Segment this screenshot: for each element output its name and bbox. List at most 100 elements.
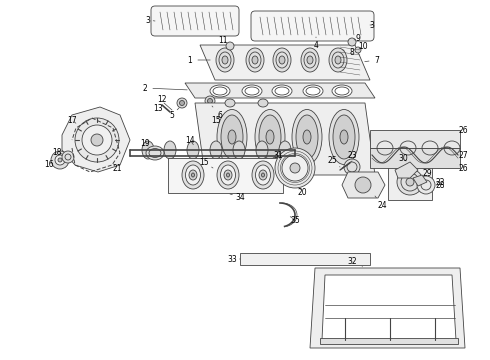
Ellipse shape — [397, 169, 423, 195]
Circle shape — [348, 38, 356, 46]
Text: 5: 5 — [170, 108, 179, 120]
FancyBboxPatch shape — [168, 158, 283, 193]
Ellipse shape — [246, 48, 264, 72]
Text: 13: 13 — [153, 104, 163, 113]
Ellipse shape — [224, 170, 232, 180]
Ellipse shape — [255, 109, 285, 165]
Text: 34: 34 — [230, 193, 245, 202]
Ellipse shape — [329, 48, 347, 72]
Circle shape — [205, 96, 215, 106]
Polygon shape — [395, 162, 418, 178]
Circle shape — [82, 125, 112, 155]
Ellipse shape — [303, 130, 311, 144]
Ellipse shape — [182, 161, 204, 189]
Ellipse shape — [292, 109, 322, 165]
Text: 23: 23 — [347, 150, 357, 159]
Polygon shape — [310, 268, 465, 348]
Ellipse shape — [335, 56, 341, 64]
Text: 15: 15 — [199, 158, 213, 168]
Circle shape — [62, 151, 74, 163]
Ellipse shape — [210, 85, 230, 97]
Circle shape — [75, 118, 119, 162]
Text: 26: 26 — [458, 163, 468, 172]
Text: 18: 18 — [52, 148, 62, 157]
Ellipse shape — [164, 141, 176, 159]
Text: 14: 14 — [185, 135, 195, 145]
Polygon shape — [413, 175, 427, 186]
Polygon shape — [62, 107, 130, 172]
Text: 21: 21 — [112, 163, 122, 172]
Text: 1: 1 — [188, 55, 210, 64]
Ellipse shape — [186, 165, 200, 185]
Text: 33: 33 — [227, 255, 240, 264]
Text: 32: 32 — [347, 257, 363, 267]
Text: 16: 16 — [44, 159, 54, 168]
Ellipse shape — [222, 56, 228, 64]
Polygon shape — [342, 172, 385, 198]
Text: 4: 4 — [314, 37, 318, 50]
Circle shape — [275, 148, 315, 188]
FancyBboxPatch shape — [151, 6, 239, 36]
Ellipse shape — [333, 115, 355, 159]
Text: 22: 22 — [435, 177, 445, 186]
Ellipse shape — [303, 85, 323, 97]
Text: 17: 17 — [67, 116, 77, 125]
Ellipse shape — [210, 141, 222, 159]
Ellipse shape — [189, 170, 197, 180]
Ellipse shape — [296, 115, 318, 159]
Text: 29: 29 — [422, 168, 432, 177]
Circle shape — [282, 155, 308, 181]
Bar — [320, 338, 458, 344]
Ellipse shape — [307, 56, 313, 64]
Polygon shape — [200, 45, 370, 80]
Circle shape — [51, 151, 69, 169]
Circle shape — [91, 134, 103, 146]
Ellipse shape — [142, 141, 154, 159]
Ellipse shape — [301, 48, 319, 72]
Text: 19: 19 — [140, 139, 150, 148]
Ellipse shape — [217, 161, 239, 189]
Ellipse shape — [221, 115, 243, 159]
Ellipse shape — [220, 165, 236, 185]
Ellipse shape — [259, 170, 267, 180]
Text: 24: 24 — [375, 196, 387, 210]
Ellipse shape — [225, 99, 235, 107]
Polygon shape — [370, 130, 460, 148]
Ellipse shape — [259, 115, 281, 159]
Text: 10: 10 — [358, 41, 368, 50]
Ellipse shape — [233, 141, 245, 159]
Circle shape — [226, 42, 234, 50]
Ellipse shape — [216, 48, 234, 72]
Ellipse shape — [406, 178, 414, 186]
Text: 8: 8 — [343, 48, 354, 57]
FancyBboxPatch shape — [251, 11, 374, 41]
Ellipse shape — [279, 56, 285, 64]
Circle shape — [179, 100, 185, 105]
Ellipse shape — [255, 165, 270, 185]
Text: 6: 6 — [212, 106, 222, 120]
Ellipse shape — [242, 85, 262, 97]
Circle shape — [290, 163, 300, 173]
Ellipse shape — [262, 173, 265, 177]
Ellipse shape — [279, 141, 291, 159]
Circle shape — [207, 99, 213, 104]
Text: 26: 26 — [458, 126, 468, 135]
Ellipse shape — [226, 173, 229, 177]
Text: 15: 15 — [211, 116, 221, 125]
Polygon shape — [322, 275, 456, 340]
Circle shape — [344, 159, 360, 175]
Ellipse shape — [217, 109, 247, 165]
Bar — [240, 253, 370, 265]
Ellipse shape — [192, 173, 195, 177]
Text: 2: 2 — [143, 84, 187, 93]
Ellipse shape — [332, 85, 352, 97]
Polygon shape — [185, 83, 375, 98]
Text: 11: 11 — [218, 36, 228, 45]
Ellipse shape — [256, 141, 268, 159]
Text: 28: 28 — [435, 180, 445, 189]
Ellipse shape — [187, 141, 199, 159]
Ellipse shape — [273, 48, 291, 72]
Circle shape — [58, 158, 62, 162]
Text: 7: 7 — [365, 55, 379, 64]
Circle shape — [417, 176, 435, 194]
